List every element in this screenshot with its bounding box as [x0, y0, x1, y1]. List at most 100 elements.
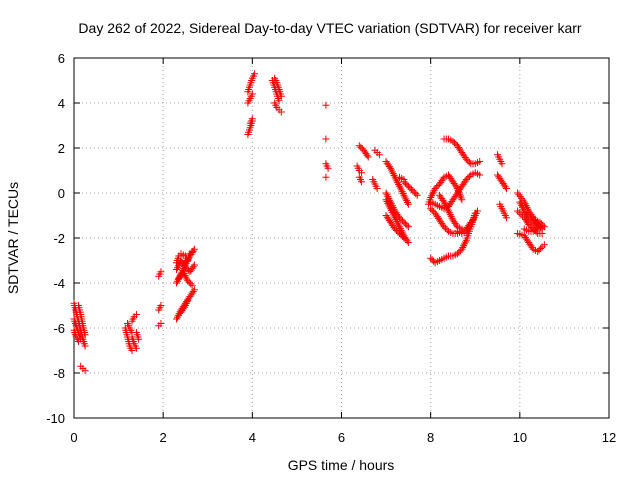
data-point — [358, 169, 366, 177]
data-point — [498, 160, 506, 168]
data-point — [184, 297, 192, 305]
data-point — [429, 188, 437, 196]
data-point — [442, 224, 450, 232]
data-point — [173, 315, 181, 323]
data-point — [427, 205, 435, 213]
data-point — [398, 188, 406, 196]
y-axis-label: SDTVAR / TECUs — [5, 182, 21, 294]
x-tick-label: 6 — [338, 430, 345, 445]
data-point — [396, 184, 404, 192]
data-point — [465, 158, 473, 166]
data-point — [400, 234, 408, 242]
data-point — [322, 135, 330, 143]
data-point — [248, 115, 256, 123]
data-point — [428, 256, 436, 264]
data-point — [528, 224, 536, 231]
data-point — [180, 303, 188, 311]
axis-ticks: 0 2 4 6 8 10 12 -10 -8 -6 -4 -2 0 2 4 6 — [46, 51, 616, 445]
data-point — [519, 203, 527, 211]
data-point — [389, 170, 397, 178]
data-point — [447, 212, 455, 220]
data-point — [458, 245, 466, 253]
data-point — [397, 231, 405, 239]
data-point — [395, 223, 403, 231]
data-point — [410, 188, 418, 196]
data-point — [391, 225, 399, 233]
data-point — [394, 228, 402, 236]
data-point — [387, 166, 395, 174]
y-tick-label: 4 — [58, 96, 65, 111]
data-point — [173, 266, 181, 273]
data-point — [535, 246, 543, 254]
data-point — [395, 230, 403, 237]
data-point — [382, 189, 390, 197]
data-point — [443, 203, 451, 211]
data-point — [433, 183, 441, 191]
data-point — [188, 248, 196, 255]
data-point — [502, 185, 510, 192]
data-point — [402, 195, 410, 203]
data-point — [412, 190, 420, 198]
data-point — [174, 262, 182, 270]
data-point — [446, 211, 454, 219]
data-point — [384, 193, 392, 201]
data-point — [181, 263, 189, 271]
data-point — [464, 174, 472, 182]
data-point — [445, 207, 452, 215]
data-point — [358, 178, 366, 186]
data-point — [469, 215, 477, 223]
data-point — [427, 254, 435, 262]
data-point — [537, 220, 545, 228]
data-point — [404, 223, 412, 231]
data-point — [444, 205, 452, 213]
data-point — [532, 228, 540, 236]
data-point — [392, 175, 400, 183]
data-point — [400, 218, 408, 226]
data-point — [401, 179, 409, 187]
data-point — [502, 214, 510, 222]
data-point — [407, 185, 415, 193]
data-point — [397, 186, 405, 194]
data-point — [445, 209, 453, 217]
data-point — [393, 177, 401, 185]
data-point — [387, 200, 395, 208]
data-point — [537, 245, 545, 252]
data-point — [135, 335, 143, 343]
data-point — [465, 173, 473, 180]
data-point — [401, 193, 409, 201]
data-point — [413, 191, 421, 199]
data-point — [393, 217, 401, 225]
data-point — [395, 180, 403, 188]
data-point — [515, 191, 523, 199]
data-point — [364, 153, 372, 161]
data-point — [409, 187, 417, 195]
data-point — [175, 310, 183, 318]
data-point — [450, 139, 458, 147]
data-point — [189, 287, 197, 295]
data-point — [277, 108, 285, 116]
data-point — [389, 203, 397, 211]
y-tick-label: -4 — [53, 276, 65, 291]
data-point — [428, 190, 436, 198]
data-point — [387, 198, 395, 206]
data-point — [404, 239, 412, 246]
data-point — [440, 223, 448, 231]
data-point — [534, 248, 542, 255]
x-tick-label: 2 — [160, 430, 167, 445]
data-point — [501, 183, 509, 191]
data-point — [461, 240, 469, 248]
data-point — [540, 223, 548, 231]
data-point — [248, 90, 256, 98]
data-point — [469, 217, 477, 225]
y-tick-label: 0 — [58, 186, 65, 201]
data-point — [462, 155, 470, 163]
data-point — [443, 226, 451, 234]
data-point — [373, 185, 381, 192]
data-point — [251, 70, 259, 78]
data-point — [385, 194, 393, 202]
data-point — [476, 171, 484, 179]
data-point — [355, 142, 363, 150]
data-point — [462, 176, 470, 183]
data-point — [467, 221, 475, 228]
